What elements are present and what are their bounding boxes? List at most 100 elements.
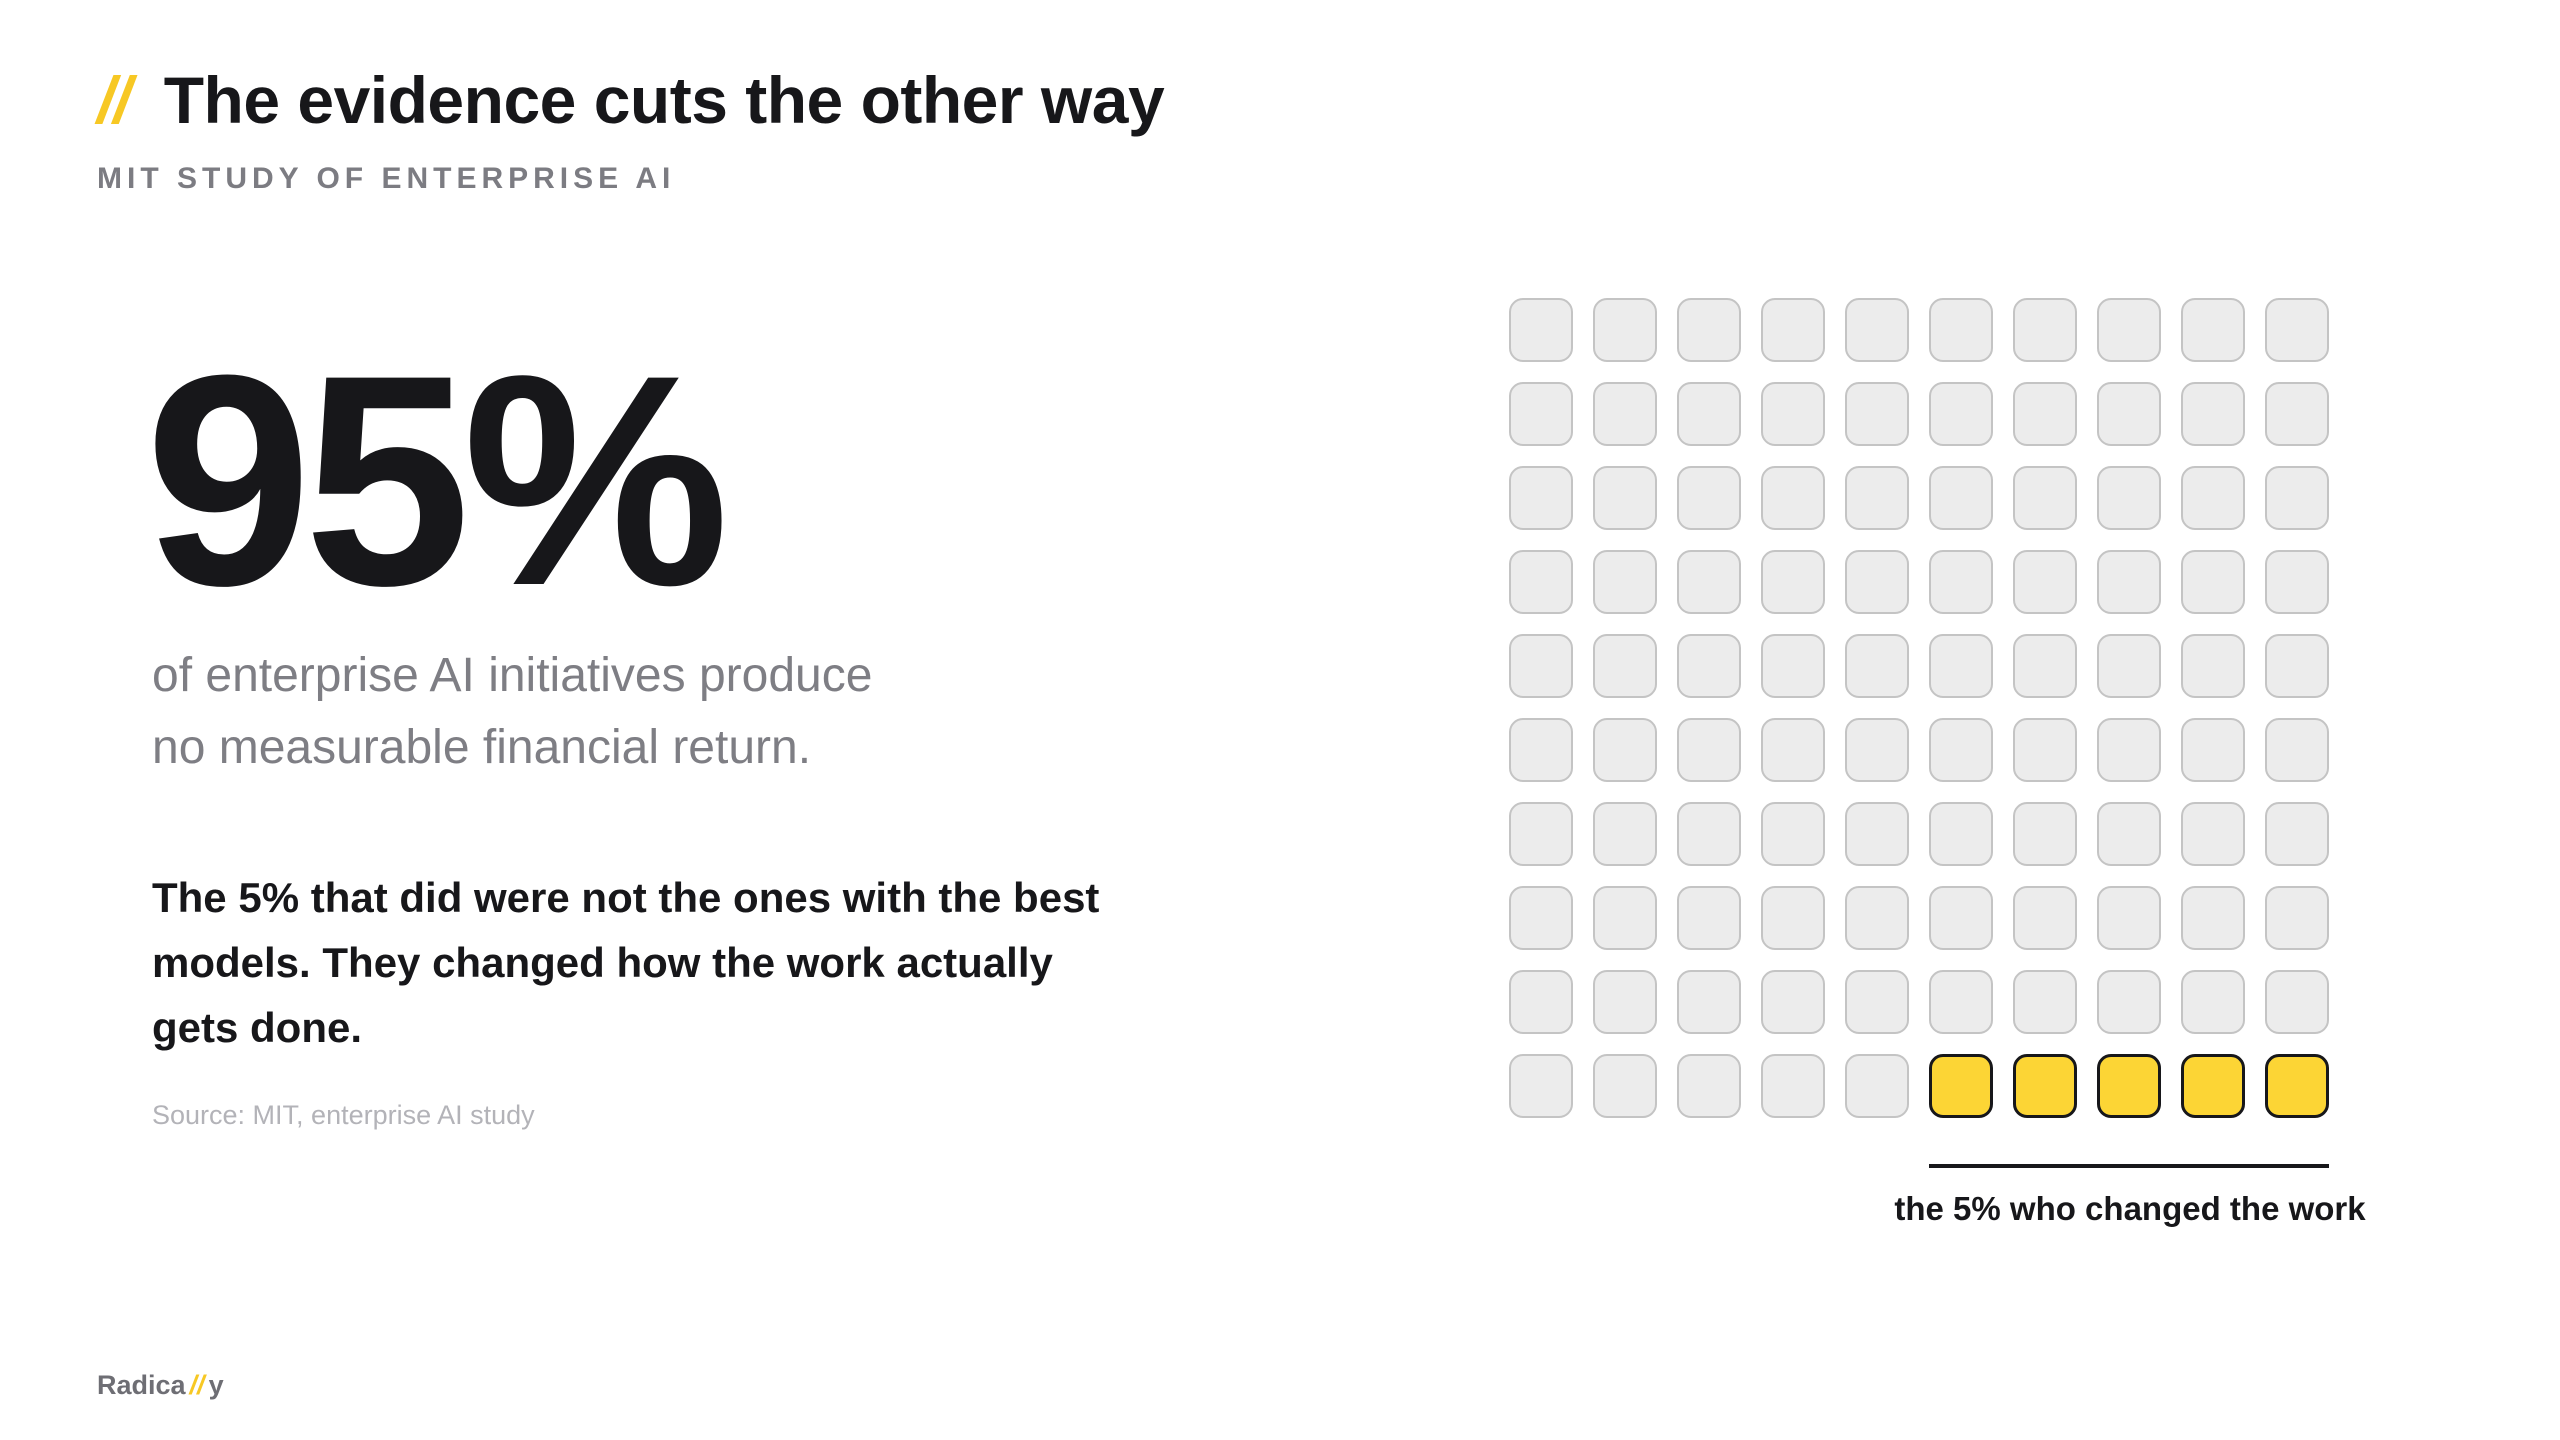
waffle-cell bbox=[1761, 466, 1825, 530]
waffle-cell bbox=[2265, 298, 2329, 362]
waffle-cell bbox=[2265, 550, 2329, 614]
waffle-cell bbox=[1929, 382, 1993, 446]
waffle-cell bbox=[1929, 550, 1993, 614]
waffle-cell bbox=[1509, 634, 1573, 698]
waffle-cell bbox=[1593, 298, 1657, 362]
waffle-cell-highlighted bbox=[2097, 1054, 2161, 1118]
waffle-cell bbox=[1761, 1054, 1825, 1118]
highlight-bracket bbox=[1929, 1164, 2329, 1168]
source-note: Source: MIT, enterprise AI study bbox=[152, 1100, 535, 1130]
waffle-cell bbox=[1677, 886, 1741, 950]
waffle-cell bbox=[2265, 886, 2329, 950]
waffle-cell bbox=[1845, 1054, 1909, 1118]
waffle-chart bbox=[1509, 298, 2329, 1118]
waffle-cell bbox=[1593, 970, 1657, 1034]
title-row: // The evidence cuts the other way bbox=[97, 62, 1165, 138]
waffle-cell bbox=[2097, 802, 2161, 866]
waffle-cell bbox=[1761, 718, 1825, 782]
stat-description: of enterprise AI initiatives produce no … bbox=[152, 640, 1052, 784]
waffle-cell bbox=[1845, 298, 1909, 362]
waffle-cell bbox=[2265, 802, 2329, 866]
waffle-cell-highlighted bbox=[2181, 1054, 2245, 1118]
waffle-cell bbox=[1845, 634, 1909, 698]
brand-slash: // bbox=[189, 1370, 205, 1400]
waffle-cell bbox=[2181, 382, 2245, 446]
waffle-cell bbox=[1509, 466, 1573, 530]
stat-description-line-2: no measurable financial return. bbox=[152, 721, 812, 774]
waffle-cell bbox=[1929, 634, 1993, 698]
waffle-cell bbox=[1677, 802, 1741, 866]
highlight-annotation: the 5% who changed the work bbox=[1894, 1190, 2366, 1227]
waffle-cell bbox=[1845, 550, 1909, 614]
waffle-cell bbox=[1761, 550, 1825, 614]
waffle-cell bbox=[2181, 634, 2245, 698]
waffle-cell bbox=[1509, 298, 1573, 362]
waffle-cell bbox=[1845, 466, 1909, 530]
waffle-cell bbox=[1845, 970, 1909, 1034]
waffle-cell bbox=[2013, 298, 2077, 362]
waffle-cell bbox=[2097, 886, 2161, 950]
waffle-cell-highlighted bbox=[1929, 1054, 1993, 1118]
waffle-cell bbox=[1677, 970, 1741, 1034]
waffle-cell bbox=[1593, 382, 1657, 446]
waffle-cell-highlighted bbox=[2265, 1054, 2329, 1118]
waffle-cell bbox=[1593, 802, 1657, 866]
waffle-cell bbox=[1761, 634, 1825, 698]
waffle-cell bbox=[1509, 550, 1573, 614]
waffle-cell bbox=[2097, 970, 2161, 1034]
waffle-cell bbox=[1677, 634, 1741, 698]
waffle-cell bbox=[1929, 466, 1993, 530]
waffle-cell bbox=[1593, 886, 1657, 950]
waffle-cell bbox=[1929, 718, 1993, 782]
waffle-cell bbox=[2097, 466, 2161, 530]
waffle-cell bbox=[2097, 634, 2161, 698]
waffle-cell bbox=[2265, 466, 2329, 530]
waffle-cell bbox=[1761, 802, 1825, 866]
waffle-cell bbox=[2181, 886, 2245, 950]
waffle-cell bbox=[1845, 718, 1909, 782]
waffle-cell bbox=[1509, 1054, 1573, 1118]
waffle-cell bbox=[1761, 886, 1825, 950]
waffle-cell bbox=[2013, 550, 2077, 614]
headline-stat: 95% bbox=[145, 312, 729, 648]
waffle-cell bbox=[1509, 382, 1573, 446]
waffle-cell bbox=[2181, 802, 2245, 866]
waffle-cell bbox=[2013, 802, 2077, 866]
waffle-cell bbox=[1929, 298, 1993, 362]
waffle-cell bbox=[1509, 886, 1573, 950]
waffle-cell bbox=[2013, 382, 2077, 446]
brand-logo: Radica // y bbox=[97, 1370, 224, 1401]
waffle-cell bbox=[2181, 550, 2245, 614]
waffle-cell bbox=[1509, 802, 1573, 866]
waffle-cell bbox=[1593, 550, 1657, 614]
waffle-cell bbox=[1677, 550, 1741, 614]
waffle-cell bbox=[1761, 298, 1825, 362]
waffle-cell bbox=[1845, 382, 1909, 446]
waffle-cell bbox=[1761, 970, 1825, 1034]
waffle-cell bbox=[2181, 970, 2245, 1034]
waffle-cell bbox=[2013, 466, 2077, 530]
title-slashes: // bbox=[97, 63, 132, 137]
waffle-cell bbox=[2265, 634, 2329, 698]
waffle-cell bbox=[2097, 298, 2161, 362]
waffle-cell bbox=[1677, 718, 1741, 782]
waffle-cell bbox=[2013, 970, 2077, 1034]
waffle-cell bbox=[1593, 1054, 1657, 1118]
waffle-cell bbox=[2181, 718, 2245, 782]
waffle-cell bbox=[2097, 718, 2161, 782]
waffle-cell bbox=[1509, 718, 1573, 782]
waffle-cell bbox=[1929, 970, 1993, 1034]
waffle-cell bbox=[1677, 1054, 1741, 1118]
page-title: The evidence cuts the other way bbox=[163, 63, 1165, 137]
waffle-cell bbox=[1677, 382, 1741, 446]
waffle-cell bbox=[1929, 802, 1993, 866]
waffle-cell bbox=[1593, 634, 1657, 698]
waffle-cell bbox=[1509, 970, 1573, 1034]
brand-prefix: Radica bbox=[97, 1370, 186, 1400]
waffle-cell bbox=[1845, 886, 1909, 950]
stat-description-line-1: of enterprise AI initiatives produce bbox=[152, 649, 873, 702]
waffle-cell bbox=[2265, 718, 2329, 782]
waffle-cell bbox=[1845, 802, 1909, 866]
waffle-cell bbox=[2097, 550, 2161, 614]
